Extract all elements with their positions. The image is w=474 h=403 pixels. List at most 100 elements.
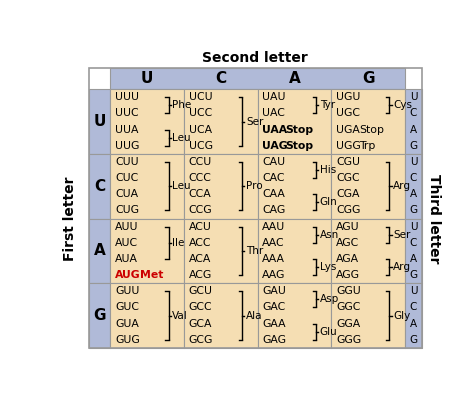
Text: UUG: UUG <box>115 141 139 151</box>
Text: ACA: ACA <box>189 254 211 264</box>
Bar <box>258 283 331 348</box>
Text: GGA: GGA <box>336 319 360 328</box>
Bar <box>258 89 331 154</box>
Bar <box>184 218 258 283</box>
Text: CCA: CCA <box>189 189 211 199</box>
Text: Stop: Stop <box>285 141 314 151</box>
Text: Asp: Asp <box>319 294 339 304</box>
Bar <box>405 154 422 218</box>
Text: Ser: Ser <box>246 116 264 127</box>
Text: Asn: Asn <box>319 230 339 240</box>
Text: ACG: ACG <box>189 270 212 280</box>
Text: GAU: GAU <box>262 286 286 296</box>
Text: GCG: GCG <box>189 335 213 345</box>
Text: AUA: AUA <box>115 254 138 264</box>
Text: UUA: UUA <box>115 125 138 135</box>
Text: CGU: CGU <box>336 157 360 167</box>
Text: CUG: CUG <box>115 206 139 216</box>
Text: UCG: UCG <box>189 141 213 151</box>
Bar <box>110 154 184 218</box>
Text: Leu: Leu <box>173 133 191 143</box>
Text: ACU: ACU <box>189 222 211 232</box>
Text: AUG: AUG <box>115 270 141 280</box>
Text: Ala: Ala <box>246 311 263 320</box>
Text: GCC: GCC <box>189 303 212 312</box>
Text: U: U <box>410 286 417 296</box>
Text: CAU: CAU <box>262 157 285 167</box>
Text: U: U <box>141 71 154 86</box>
Bar <box>89 89 110 154</box>
Text: UUC: UUC <box>115 108 139 118</box>
Text: GGU: GGU <box>336 286 361 296</box>
Text: Trp: Trp <box>359 141 375 151</box>
Text: GAC: GAC <box>262 303 285 312</box>
Text: U: U <box>410 222 417 232</box>
Bar <box>89 218 110 283</box>
Text: CUA: CUA <box>115 189 138 199</box>
Text: A: A <box>410 254 417 264</box>
Bar <box>89 283 110 348</box>
Text: GUU: GUU <box>115 286 139 296</box>
Text: AGC: AGC <box>336 238 359 248</box>
Text: A: A <box>410 125 417 135</box>
Text: UAG: UAG <box>262 141 288 151</box>
Text: CUC: CUC <box>115 173 138 183</box>
Text: GUG: GUG <box>115 335 140 345</box>
Text: Gln: Gln <box>319 197 337 208</box>
Text: AUU: AUU <box>115 222 138 232</box>
Text: Cys: Cys <box>393 100 412 110</box>
Bar <box>331 89 405 154</box>
Text: Arg: Arg <box>393 181 411 191</box>
Text: Second letter: Second letter <box>202 51 308 65</box>
Bar <box>405 89 422 154</box>
Text: UGU: UGU <box>336 92 360 102</box>
Text: GCA: GCA <box>189 319 212 328</box>
Text: G: G <box>410 141 418 151</box>
Text: A: A <box>410 319 417 328</box>
Text: U: U <box>93 114 106 129</box>
Text: Met: Met <box>140 270 163 280</box>
Text: Stop: Stop <box>359 125 384 135</box>
Text: UAC: UAC <box>262 108 285 118</box>
Text: CGC: CGC <box>336 173 360 183</box>
Text: AAU: AAU <box>262 222 285 232</box>
Bar <box>110 89 184 154</box>
Bar <box>258 154 331 218</box>
Text: C: C <box>410 108 417 118</box>
Text: Ile: Ile <box>173 238 185 248</box>
Text: GGG: GGG <box>336 335 361 345</box>
Text: UGG: UGG <box>336 141 361 151</box>
Text: C: C <box>410 238 417 248</box>
Text: AGG: AGG <box>336 270 360 280</box>
Text: Thr: Thr <box>246 246 263 256</box>
Bar <box>405 283 422 348</box>
Text: CCG: CCG <box>189 206 212 216</box>
Bar <box>110 218 184 283</box>
Text: C: C <box>215 71 227 86</box>
Text: CAG: CAG <box>262 206 285 216</box>
Text: G: G <box>410 270 418 280</box>
Bar <box>258 218 331 283</box>
Text: AGU: AGU <box>336 222 360 232</box>
Text: CCC: CCC <box>189 173 211 183</box>
Text: UCA: UCA <box>189 125 212 135</box>
Text: Phe: Phe <box>173 100 191 110</box>
Text: G: G <box>410 206 418 216</box>
Text: Val: Val <box>173 311 188 320</box>
Text: CAC: CAC <box>262 173 285 183</box>
Bar <box>184 283 258 348</box>
Text: Pro: Pro <box>246 181 263 191</box>
Bar <box>110 283 184 348</box>
Bar <box>110 68 405 89</box>
Text: A: A <box>410 189 417 199</box>
Text: U: U <box>410 92 417 102</box>
Text: GUA: GUA <box>115 319 139 328</box>
Text: G: G <box>362 71 374 86</box>
Text: AAG: AAG <box>262 270 286 280</box>
Bar <box>331 154 405 218</box>
Bar <box>331 283 405 348</box>
Text: His: His <box>319 165 336 175</box>
Text: UUU: UUU <box>115 92 139 102</box>
Text: ACC: ACC <box>189 238 211 248</box>
Text: GCU: GCU <box>189 286 213 296</box>
